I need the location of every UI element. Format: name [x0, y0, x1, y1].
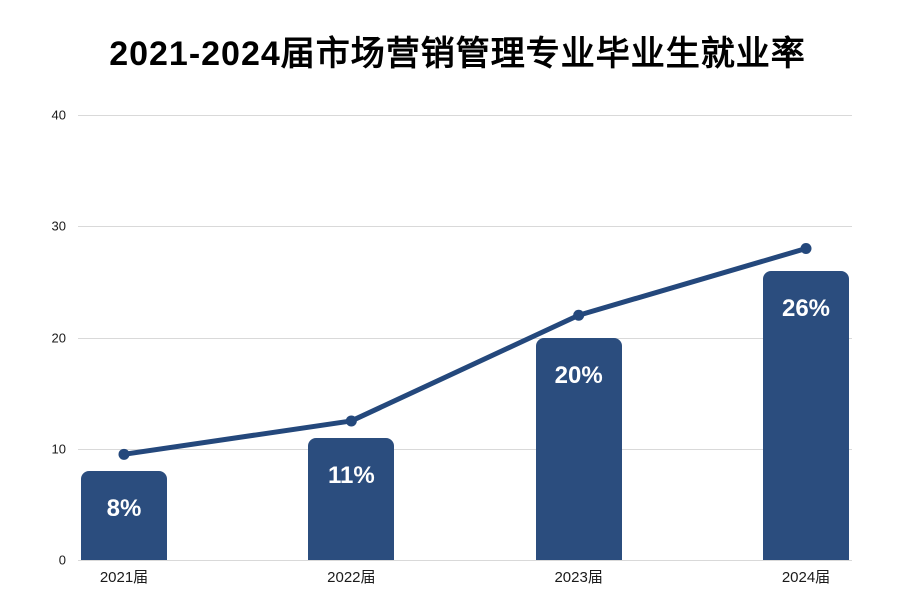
bar: 8% — [81, 471, 167, 560]
y-axis: 0 10 20 30 40 — [0, 108, 70, 568]
bar: 11% — [308, 437, 395, 560]
gridline — [78, 560, 852, 561]
bar-value-label: 11% — [327, 461, 375, 489]
bar: 26% — [763, 270, 849, 560]
y-tick-label: 10 — [51, 441, 66, 457]
x-axis: 2021届 2022届 2023届 2024届 — [78, 566, 852, 588]
bar: 20% — [535, 337, 622, 560]
y-tick-label: 20 — [51, 330, 66, 345]
plot-area: 8% 11% 20% 26% — [78, 115, 852, 561]
y-tick-label: 0 — [58, 552, 66, 568]
y-tick-label: 40 — [51, 107, 66, 123]
x-axis-label: 2023届 — [554, 569, 603, 586]
trend-line — [121, 246, 809, 457]
line-marker — [800, 243, 812, 254]
x-axis-label: 2021届 — [99, 569, 149, 586]
line-marker — [345, 415, 357, 427]
line-marker — [118, 448, 130, 460]
trend-line-layer — [118, 243, 812, 460]
bar-value-label: 20% — [554, 361, 603, 389]
x-axis-label: 2024届 — [781, 569, 831, 586]
bar-value-label: 8% — [106, 495, 142, 522]
x-axis-label: 2022届 — [327, 569, 376, 586]
bar-value-label: 26% — [781, 294, 831, 322]
y-tick-label: 30 — [51, 218, 66, 234]
chart-title: 2021-2024届市场营销管理专业毕业生就业率 — [109, 35, 806, 73]
line-marker — [573, 309, 585, 321]
